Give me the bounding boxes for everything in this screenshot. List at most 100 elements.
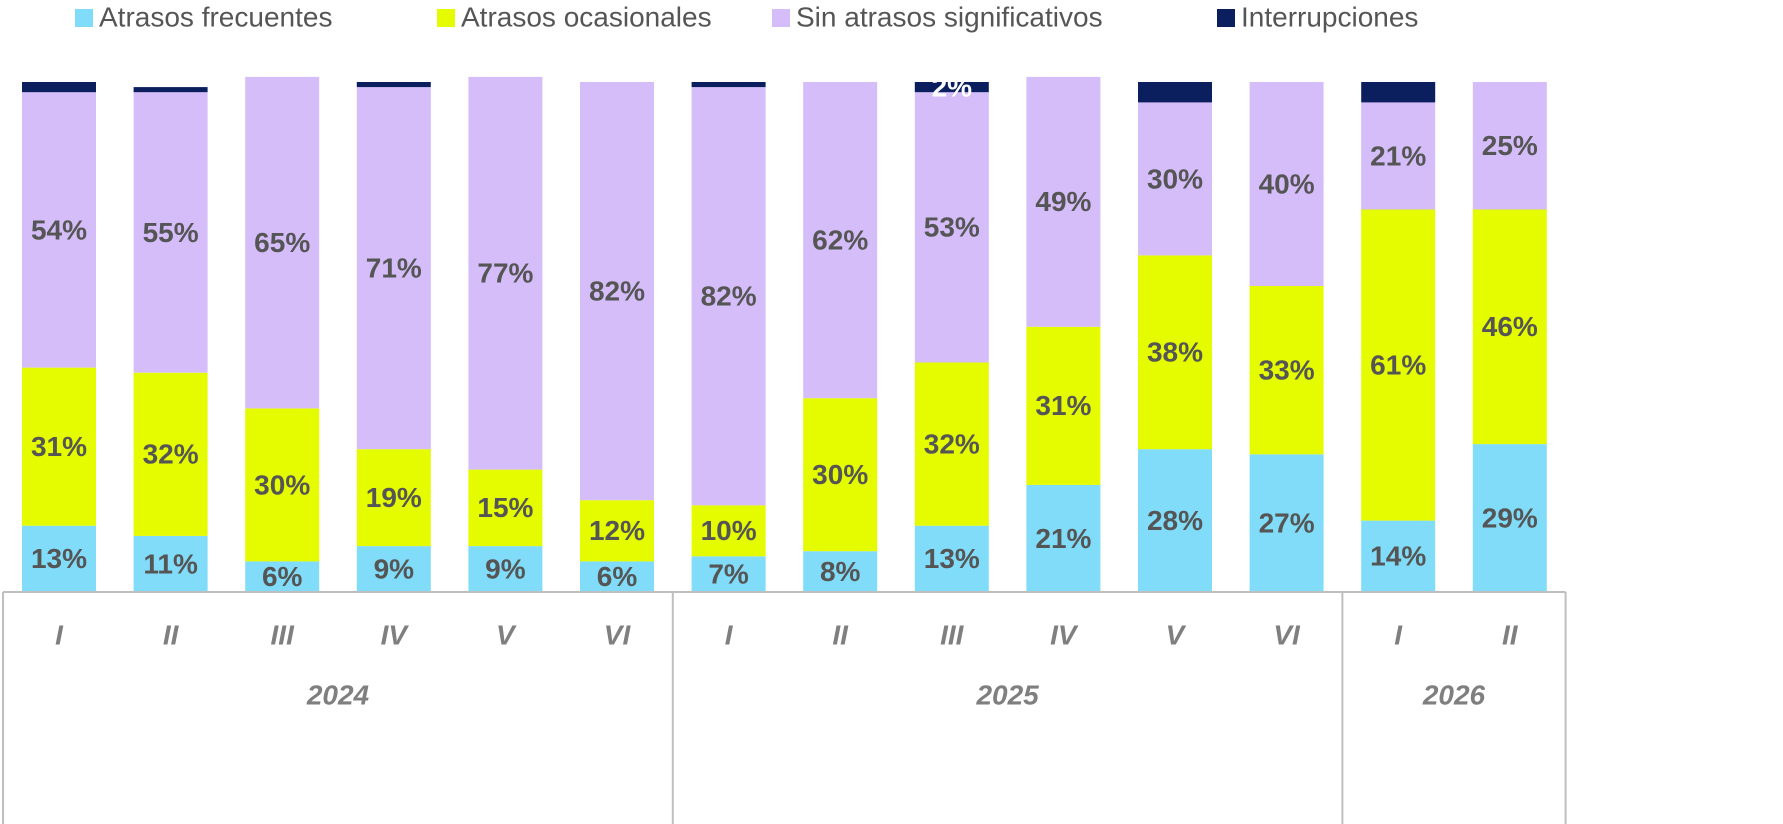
bar-segment bbox=[22, 82, 96, 93]
data-label: 40% bbox=[1259, 168, 1315, 199]
bar-segment bbox=[468, 546, 543, 592]
data-label: 2% bbox=[932, 71, 973, 102]
x-tick-label: II bbox=[1502, 619, 1519, 650]
bar-segment bbox=[580, 561, 654, 592]
x-tick-label: I bbox=[1394, 619, 1403, 650]
data-label: 8% bbox=[820, 556, 861, 587]
bar-segment bbox=[1249, 454, 1324, 592]
data-label: 30% bbox=[1147, 163, 1203, 194]
data-label: 61% bbox=[1370, 349, 1426, 380]
data-label: 33% bbox=[1259, 355, 1315, 386]
data-label: 13% bbox=[31, 543, 87, 574]
bar-segment bbox=[245, 561, 320, 592]
data-label: 11% bbox=[143, 548, 198, 579]
bar-segment bbox=[914, 525, 989, 592]
data-label: 38% bbox=[1147, 337, 1203, 368]
data-label: 31% bbox=[31, 431, 87, 462]
legend-label: Interrupciones bbox=[1241, 1, 1418, 32]
bar-segment bbox=[133, 535, 208, 592]
bar-segment bbox=[691, 82, 766, 88]
legend-swatch bbox=[1217, 9, 1235, 27]
data-label: 9% bbox=[374, 553, 415, 584]
data-label: 32% bbox=[924, 428, 980, 459]
bar-segment bbox=[1249, 286, 1324, 455]
x-tick-label: III bbox=[940, 619, 965, 650]
data-label: 21% bbox=[1370, 140, 1426, 171]
bar-segment bbox=[245, 76, 320, 409]
bar-segment bbox=[1472, 209, 1547, 445]
x-tick-label: II bbox=[163, 619, 180, 650]
bar-segment bbox=[914, 92, 989, 363]
bar-segment bbox=[580, 500, 654, 562]
x-tick-label: VI bbox=[604, 619, 632, 650]
data-label: 30% bbox=[812, 459, 868, 490]
bar-segment bbox=[803, 398, 878, 552]
bar-segment bbox=[1472, 82, 1547, 210]
bar-segment bbox=[1138, 255, 1212, 450]
data-label: 77% bbox=[477, 258, 533, 289]
bar-segment bbox=[691, 556, 766, 592]
bar-segment bbox=[1138, 102, 1212, 256]
bar-segment bbox=[914, 362, 989, 526]
x-tick-label: VI bbox=[1273, 619, 1301, 650]
data-label: 21% bbox=[1035, 523, 1091, 554]
data-label: 13% bbox=[924, 543, 980, 574]
x-tick-label: V bbox=[496, 619, 517, 650]
bar-segment bbox=[580, 82, 654, 501]
bar-segment bbox=[22, 525, 96, 592]
bar-segment bbox=[1026, 76, 1101, 327]
data-label: 12% bbox=[589, 515, 645, 546]
data-label: 32% bbox=[143, 439, 199, 470]
bar-segment bbox=[691, 505, 766, 557]
bar-segment bbox=[691, 87, 766, 506]
bar-segment bbox=[1026, 326, 1101, 485]
bar-segment bbox=[22, 92, 96, 368]
data-label: 65% bbox=[254, 227, 310, 258]
bar-segment bbox=[468, 469, 543, 547]
bar-segment bbox=[1361, 82, 1436, 103]
data-label: 29% bbox=[1482, 502, 1538, 533]
data-label: 28% bbox=[1147, 505, 1203, 536]
bar-segment bbox=[356, 449, 431, 547]
bar-segment bbox=[468, 76, 543, 470]
data-label: 62% bbox=[812, 224, 868, 255]
data-label: 15% bbox=[477, 492, 533, 523]
group-label: 2025 bbox=[975, 679, 1039, 710]
data-label: 9% bbox=[485, 553, 526, 584]
legend-swatch bbox=[437, 9, 455, 27]
data-label: 14% bbox=[1370, 541, 1426, 572]
bar-segment bbox=[1138, 449, 1212, 592]
data-label: 54% bbox=[31, 214, 87, 245]
group-label: 2026 bbox=[1422, 679, 1486, 710]
bar-segment bbox=[1138, 82, 1212, 103]
bar-segment bbox=[803, 82, 878, 399]
bar-segment bbox=[1361, 209, 1436, 521]
legend-label: Atrasos ocasionales bbox=[461, 1, 712, 32]
bar-segment bbox=[1472, 444, 1547, 592]
data-label: 7% bbox=[708, 559, 749, 590]
x-tick-label: I bbox=[55, 619, 64, 650]
x-tick-label: I bbox=[725, 619, 734, 650]
data-label: 10% bbox=[701, 515, 757, 546]
data-label: 82% bbox=[589, 275, 645, 306]
data-label: 55% bbox=[143, 217, 199, 248]
bar-segment bbox=[914, 82, 989, 93]
data-label: 19% bbox=[366, 482, 422, 513]
bar-segment bbox=[1249, 82, 1324, 286]
group-label: 2024 bbox=[306, 679, 370, 710]
data-label: 30% bbox=[254, 469, 310, 500]
data-label: 27% bbox=[1259, 508, 1315, 539]
bar-segment bbox=[133, 87, 208, 93]
bar-segment bbox=[803, 551, 878, 592]
data-label: 31% bbox=[1035, 390, 1091, 421]
x-tick-label: III bbox=[271, 619, 296, 650]
legend-label: Sin atrasos significativos bbox=[796, 1, 1103, 32]
bar-segment bbox=[356, 82, 431, 88]
data-label: 49% bbox=[1035, 186, 1091, 217]
x-tick-label: V bbox=[1166, 619, 1187, 650]
legend-swatch bbox=[75, 9, 93, 27]
bar-segment bbox=[133, 92, 208, 373]
data-label: 25% bbox=[1482, 130, 1538, 161]
x-tick-label: II bbox=[832, 619, 849, 650]
